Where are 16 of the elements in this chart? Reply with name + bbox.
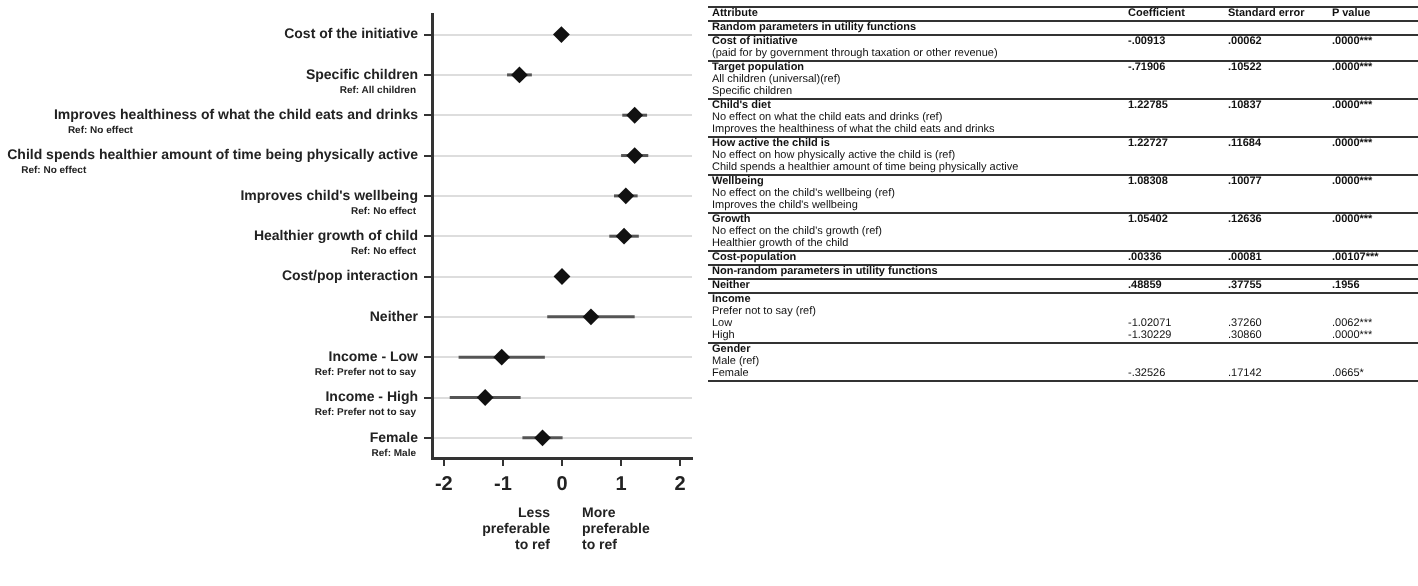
- point: [582, 308, 599, 325]
- point: [626, 107, 643, 124]
- point: [493, 349, 510, 366]
- point: [511, 66, 528, 83]
- point: [616, 228, 633, 245]
- point: [477, 389, 494, 406]
- x-tick-label: 0: [556, 473, 569, 496]
- x-tick-label: 2: [674, 473, 687, 496]
- x-tick-label: -2: [434, 473, 454, 496]
- point: [626, 147, 643, 164]
- point: [617, 187, 634, 204]
- x-tick-label: 1: [615, 473, 628, 496]
- point: [554, 268, 570, 285]
- point: [534, 429, 551, 446]
- point: [553, 26, 570, 43]
- x-tick-label: -1: [494, 473, 513, 496]
